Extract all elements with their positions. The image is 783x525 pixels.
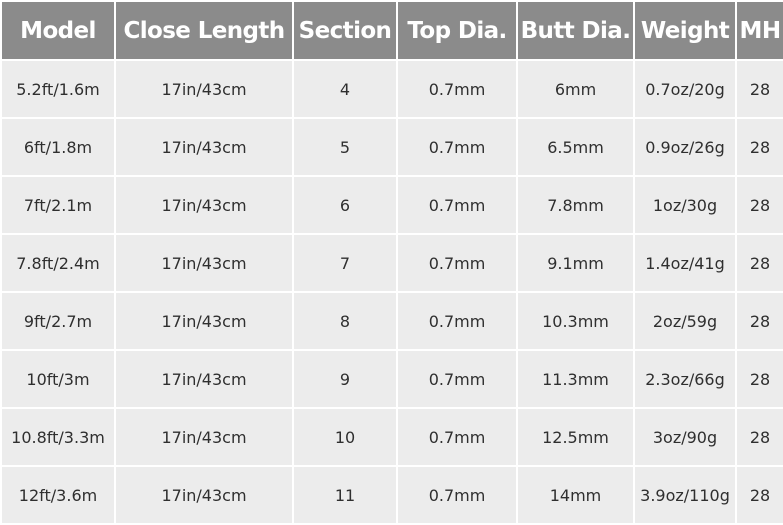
cell-model: 7.8ft/2.4m	[0, 233, 116, 293]
cell-top-dia: 0.7mm	[396, 465, 518, 525]
cell-model: 12ft/3.6m	[0, 465, 116, 525]
cell-weight: 2oz/59g	[633, 291, 737, 351]
header-section: Section	[292, 0, 398, 61]
cell-butt-dia: 6.5mm	[516, 117, 635, 177]
cell-top-dia: 0.7mm	[396, 59, 518, 119]
cell-section: 8	[292, 291, 398, 351]
cell-top-dia: 0.7mm	[396, 117, 518, 177]
cell-model: 7ft/2.1m	[0, 175, 116, 235]
header-row: Model Close Length Section Top Dia. Butt…	[0, 0, 783, 61]
cell-close-length: 17in/43cm	[114, 291, 294, 351]
cell-butt-dia: 11.3mm	[516, 349, 635, 409]
cell-model: 5.2ft/1.6m	[0, 59, 116, 119]
cell-top-dia: 0.7mm	[396, 407, 518, 467]
table-row: 10.8ft/3.3m 17in/43cm 10 0.7mm 12.5mm 3o…	[0, 407, 783, 467]
cell-weight: 1.4oz/41g	[633, 233, 737, 293]
cell-mh: 28	[735, 117, 783, 177]
cell-mh: 28	[735, 59, 783, 119]
cell-close-length: 17in/43cm	[114, 465, 294, 525]
cell-butt-dia: 6mm	[516, 59, 635, 119]
cell-model: 6ft/1.8m	[0, 117, 116, 177]
cell-top-dia: 0.7mm	[396, 175, 518, 235]
cell-weight: 3oz/90g	[633, 407, 737, 467]
cell-close-length: 17in/43cm	[114, 117, 294, 177]
cell-mh: 28	[735, 291, 783, 351]
cell-weight: 1oz/30g	[633, 175, 737, 235]
cell-butt-dia: 12.5mm	[516, 407, 635, 467]
cell-butt-dia: 9.1mm	[516, 233, 635, 293]
cell-close-length: 17in/43cm	[114, 233, 294, 293]
cell-mh: 28	[735, 407, 783, 467]
cell-butt-dia: 10.3mm	[516, 291, 635, 351]
cell-mh: 28	[735, 175, 783, 235]
cell-mh: 28	[735, 233, 783, 293]
cell-close-length: 17in/43cm	[114, 349, 294, 409]
header-close-length: Close Length	[114, 0, 294, 61]
cell-butt-dia: 7.8mm	[516, 175, 635, 235]
header-mh: MH	[735, 0, 783, 61]
cell-butt-dia: 14mm	[516, 465, 635, 525]
cell-mh: 28	[735, 349, 783, 409]
header-model: Model	[0, 0, 116, 61]
cell-close-length: 17in/43cm	[114, 175, 294, 235]
spec-table-header: Model Close Length Section Top Dia. Butt…	[0, 0, 783, 61]
cell-section: 7	[292, 233, 398, 293]
cell-model: 10ft/3m	[0, 349, 116, 409]
table-row: 9ft/2.7m 17in/43cm 8 0.7mm 10.3mm 2oz/59…	[0, 291, 783, 351]
cell-weight: 0.9oz/26g	[633, 117, 737, 177]
cell-section: 6	[292, 175, 398, 235]
cell-mh: 28	[735, 465, 783, 525]
spec-table-body: 5.2ft/1.6m 17in/43cm 4 0.7mm 6mm 0.7oz/2…	[0, 59, 783, 525]
cell-model: 9ft/2.7m	[0, 291, 116, 351]
cell-close-length: 17in/43cm	[114, 59, 294, 119]
cell-close-length: 17in/43cm	[114, 407, 294, 467]
cell-top-dia: 0.7mm	[396, 233, 518, 293]
cell-section: 4	[292, 59, 398, 119]
header-butt-dia: Butt Dia.	[516, 0, 635, 61]
cell-section: 9	[292, 349, 398, 409]
cell-weight: 3.9oz/110g	[633, 465, 737, 525]
cell-weight: 2.3oz/66g	[633, 349, 737, 409]
table-row: 12ft/3.6m 17in/43cm 11 0.7mm 14mm 3.9oz/…	[0, 465, 783, 525]
cell-weight: 0.7oz/20g	[633, 59, 737, 119]
header-top-dia: Top Dia.	[396, 0, 518, 61]
table-row: 7ft/2.1m 17in/43cm 6 0.7mm 7.8mm 1oz/30g…	[0, 175, 783, 235]
table-row: 5.2ft/1.6m 17in/43cm 4 0.7mm 6mm 0.7oz/2…	[0, 59, 783, 119]
table-row: 7.8ft/2.4m 17in/43cm 7 0.7mm 9.1mm 1.4oz…	[0, 233, 783, 293]
cell-section: 5	[292, 117, 398, 177]
table-row: 10ft/3m 17in/43cm 9 0.7mm 11.3mm 2.3oz/6…	[0, 349, 783, 409]
cell-top-dia: 0.7mm	[396, 291, 518, 351]
cell-model: 10.8ft/3.3m	[0, 407, 116, 467]
cell-top-dia: 0.7mm	[396, 349, 518, 409]
header-weight: Weight	[633, 0, 737, 61]
cell-section: 10	[292, 407, 398, 467]
table-row: 6ft/1.8m 17in/43cm 5 0.7mm 6.5mm 0.9oz/2…	[0, 117, 783, 177]
cell-section: 11	[292, 465, 398, 525]
